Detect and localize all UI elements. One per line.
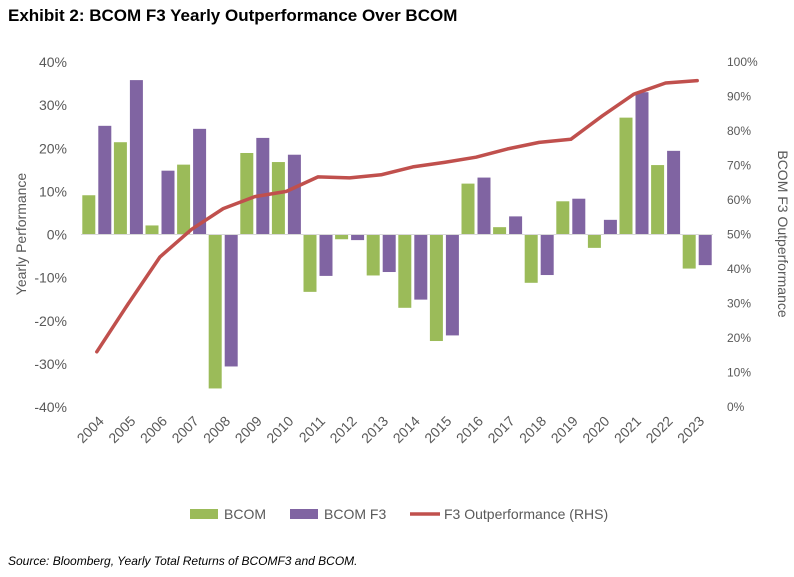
- left-tick-label: 30%: [39, 97, 67, 113]
- bcom-f3-bar-2009: [256, 137, 270, 235]
- left-tick-label: -20%: [34, 313, 67, 329]
- bcom-bar-2005: [113, 142, 127, 235]
- x-tick-label: 2016: [453, 413, 486, 446]
- bcom-f3-bar-2022: [667, 150, 681, 235]
- x-axis-ticks: 2004200520062007200820092010201120122013…: [74, 413, 708, 446]
- right-tick-label: 80%: [727, 124, 751, 138]
- right-tick-label: 10%: [727, 366, 751, 380]
- bars-group: [82, 80, 712, 389]
- right-tick-label: 100%: [727, 55, 758, 69]
- x-tick-label: 2017: [484, 413, 517, 446]
- legend-label-1: BCOM F3: [324, 506, 386, 522]
- right-tick-label: 20%: [727, 331, 751, 345]
- legend: BCOM BCOM F3 F3 Outperformance (RHS): [190, 506, 608, 522]
- bcom-f3-bar-2021: [635, 92, 649, 235]
- x-tick-label: 2023: [674, 413, 707, 446]
- x-tick-label: 2011: [296, 413, 329, 446]
- bcom-bar-2014: [398, 234, 412, 308]
- x-tick-label: 2021: [611, 413, 644, 446]
- x-tick-label: 2004: [74, 413, 107, 446]
- right-axis-label: BCOM F3 Outperformance: [775, 150, 791, 317]
- bcom-bar-2022: [651, 165, 665, 235]
- left-tick-label: -40%: [34, 399, 67, 415]
- legend-label-2: F3 Outperformance (RHS): [444, 506, 608, 522]
- left-tick-label: 0%: [47, 227, 67, 243]
- chart: -40% -30% -20% -10% 0% 10% 20% 30% 40% 0% 10% 20% 3…: [13, 54, 791, 522]
- x-tick-label: 2010: [263, 413, 296, 446]
- right-tick-label: 0%: [727, 400, 745, 414]
- bcom-f3-bar-2005: [129, 80, 143, 235]
- bcom-bar-2020: [587, 234, 601, 248]
- bcom-bar-2010: [271, 162, 285, 235]
- right-tick-label: 50%: [727, 228, 751, 242]
- bcom-f3-bar-2023: [698, 234, 712, 266]
- left-tick-label: -10%: [34, 270, 67, 286]
- legend-label-0: BCOM: [224, 506, 266, 522]
- legend-swatch-0: [190, 509, 218, 519]
- chart-title: Exhibit 2: BCOM F3 Yearly Outperformance…: [8, 6, 458, 25]
- x-tick-label: 2020: [579, 413, 612, 446]
- right-tick-label: 30%: [727, 297, 751, 311]
- x-tick-label: 2014: [390, 413, 423, 446]
- legend-swatch-1: [290, 509, 318, 519]
- x-tick-label: 2009: [232, 413, 265, 446]
- bcom-f3-bar-2004: [98, 125, 112, 235]
- right-tick-label: 40%: [727, 262, 751, 276]
- right-tick-label: 90%: [727, 90, 751, 104]
- bcom-f3-bar-2006: [161, 170, 175, 235]
- x-tick-label: 2007: [168, 413, 201, 446]
- x-tick-label: 2006: [137, 413, 170, 446]
- bcom-bar-2015: [429, 234, 443, 342]
- bcom-f3-bar-2019: [572, 198, 586, 235]
- bcom-f3-bar-2012: [351, 234, 365, 241]
- bcom-f3-bar-2008: [224, 234, 238, 367]
- bcom-f3-bar-2018: [540, 234, 554, 276]
- x-tick-label: 2012: [326, 413, 359, 446]
- line-group: [95, 78, 699, 354]
- bcom-bar-2021: [619, 117, 633, 235]
- left-tick-label: 20%: [39, 140, 67, 156]
- right-tick-label: 60%: [727, 193, 751, 207]
- left-axis-label: Yearly Performance: [13, 173, 29, 296]
- left-axis-ticks: -40% -30% -20% -10% 0% 10% 20% 30% 40%: [34, 54, 67, 415]
- right-tick-label: 70%: [727, 159, 751, 173]
- bcom-f3-bar-2015: [445, 234, 459, 336]
- bcom-f3-bar-2011: [319, 234, 333, 276]
- bcom-bar-2006: [145, 225, 159, 235]
- bcom-f3-bar-2017: [509, 216, 523, 235]
- bcom-bar-2004: [82, 195, 96, 235]
- x-tick-label: 2018: [516, 413, 549, 446]
- bcom-bar-2017: [493, 227, 507, 235]
- x-tick-label: 2015: [421, 413, 454, 446]
- outperformance-line: [95, 78, 699, 354]
- bcom-bar-2013: [366, 234, 380, 276]
- left-tick-label: 40%: [39, 54, 67, 70]
- x-tick-label: 2005: [105, 413, 138, 446]
- bcom-f3-bar-2014: [414, 234, 428, 300]
- x-tick-label: 2022: [642, 413, 675, 446]
- bcom-f3-bar-2016: [477, 177, 491, 235]
- bcom-bar-2007: [177, 164, 191, 235]
- left-tick-label: 10%: [39, 183, 67, 199]
- bcom-bar-2019: [556, 201, 570, 235]
- x-tick-label: 2013: [358, 413, 391, 446]
- bcom-bar-2011: [303, 234, 317, 292]
- bcom-bar-2009: [240, 152, 254, 235]
- bcom-bar-2023: [682, 234, 696, 269]
- bcom-bar-2012: [335, 234, 349, 240]
- bcom-bar-2018: [524, 234, 538, 283]
- bcom-bar-2016: [461, 183, 475, 235]
- bcom-f3-bar-2020: [603, 219, 617, 235]
- left-tick-label: -30%: [34, 356, 67, 372]
- bcom-f3-bar-2010: [287, 154, 301, 235]
- bcom-f3-bar-2013: [382, 234, 396, 273]
- bcom-f3-bar-2007: [193, 128, 207, 235]
- bcom-bar-2008: [208, 234, 222, 389]
- right-axis-ticks: 0% 10% 20% 30% 40% 50% 60% 70% 80% 90% 100%: [727, 55, 758, 414]
- x-tick-label: 2019: [548, 413, 581, 446]
- source-note: Source: Bloomberg, Yearly Total Returns …: [8, 554, 358, 568]
- x-tick-label: 2008: [200, 413, 233, 446]
